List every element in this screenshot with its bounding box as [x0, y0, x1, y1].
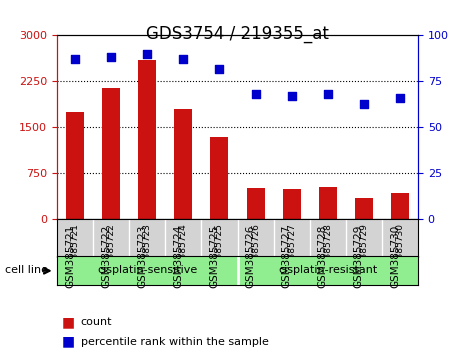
Text: GDS3754 / 219355_at: GDS3754 / 219355_at	[146, 25, 329, 43]
Point	[360, 101, 368, 106]
Text: GSM385725: GSM385725	[209, 225, 219, 288]
Point	[107, 55, 115, 60]
Text: cell line: cell line	[5, 266, 48, 275]
Text: GSM385724: GSM385724	[179, 223, 188, 278]
Text: ■: ■	[62, 315, 75, 329]
Point	[288, 93, 295, 99]
Bar	[138, 60, 156, 219]
Text: GSM385725: GSM385725	[215, 223, 224, 278]
Text: GSM385728: GSM385728	[318, 225, 328, 288]
Text: count: count	[81, 317, 112, 327]
Bar	[319, 187, 337, 219]
Text: GSM385722: GSM385722	[101, 225, 111, 288]
Bar	[391, 193, 409, 219]
Text: GSM385721: GSM385721	[65, 225, 75, 288]
Text: GSM385721: GSM385721	[71, 223, 79, 278]
Text: GSM385730: GSM385730	[396, 223, 404, 278]
Point	[324, 91, 332, 97]
Text: GSM385724: GSM385724	[173, 225, 183, 288]
Point	[216, 66, 223, 72]
Text: GSM385723: GSM385723	[137, 225, 147, 288]
Bar	[355, 198, 373, 219]
Text: cisplatin-resistant: cisplatin-resistant	[278, 266, 377, 275]
Text: GSM385726: GSM385726	[251, 223, 260, 278]
Text: GSM385726: GSM385726	[246, 225, 256, 288]
Text: GSM385729: GSM385729	[360, 223, 368, 278]
Point	[180, 57, 187, 62]
Text: GSM385722: GSM385722	[107, 223, 115, 278]
Text: GSM385729: GSM385729	[354, 225, 364, 288]
Bar	[247, 188, 265, 219]
Point	[71, 57, 79, 62]
Text: GSM385728: GSM385728	[323, 223, 332, 278]
Point	[143, 51, 151, 57]
Bar	[210, 137, 228, 219]
Bar	[283, 189, 301, 219]
Bar	[102, 87, 120, 219]
Text: GSM385727: GSM385727	[282, 225, 292, 288]
Point	[396, 95, 404, 101]
Text: GSM385730: GSM385730	[390, 225, 400, 288]
Text: ■: ■	[62, 335, 75, 349]
Bar	[174, 109, 192, 219]
Bar	[66, 112, 84, 219]
Point	[252, 91, 259, 97]
Text: GSM385727: GSM385727	[287, 223, 296, 278]
Text: GSM385723: GSM385723	[143, 223, 152, 278]
Text: percentile rank within the sample: percentile rank within the sample	[81, 337, 269, 347]
Text: cisplatin-sensitive: cisplatin-sensitive	[97, 266, 198, 275]
